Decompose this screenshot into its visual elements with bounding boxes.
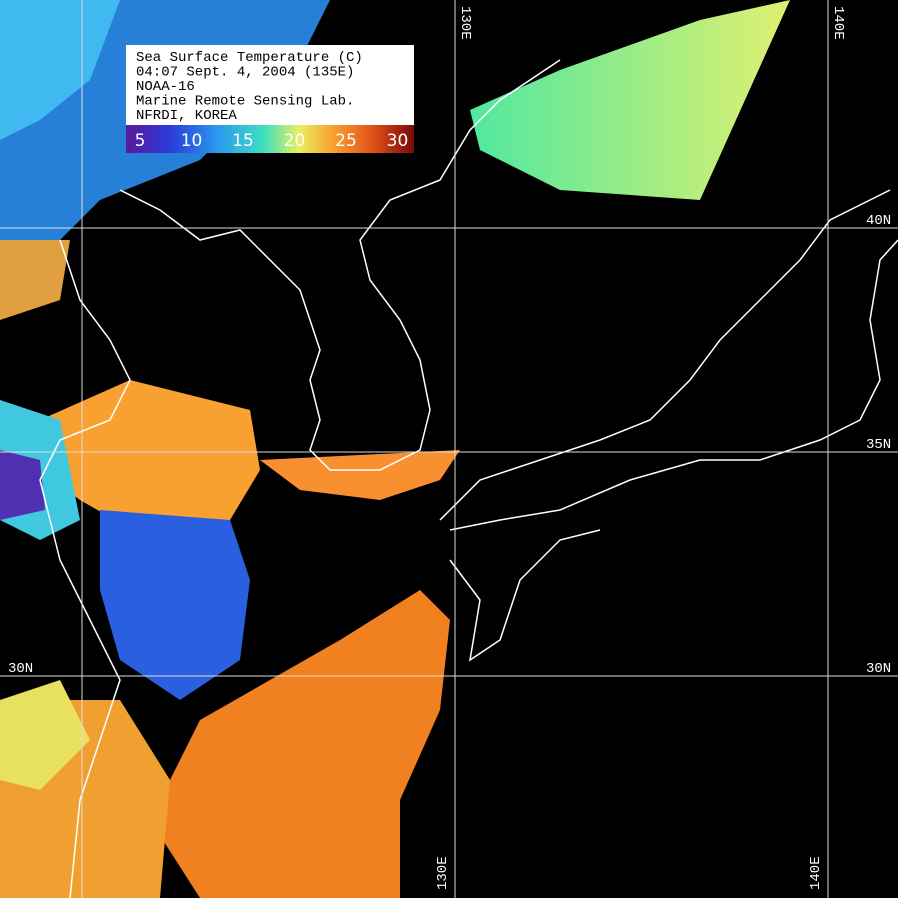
info-line: Marine Remote Sensing Lab. (136, 94, 354, 110)
grid-label: 140E (808, 856, 824, 890)
grid-label: 130E (435, 856, 451, 890)
grid-label: 140E (830, 6, 846, 40)
coastlines (39, 59, 898, 898)
info-line: NOAA-16 (136, 79, 195, 95)
info-box: Sea Surface Temperature (C)04:07 Sept. 4… (126, 45, 414, 153)
grid-label: 35N (866, 437, 891, 453)
scale-label: 10 (181, 131, 203, 151)
scale-label: 25 (335, 131, 357, 151)
grid-label: 30N (866, 661, 891, 677)
grid-label: 40N (866, 213, 891, 229)
scale-label: 5 (135, 131, 146, 151)
info-line: 04:07 Sept. 4, 2004 (135E) (136, 65, 354, 81)
info-line: NFRDI, KOREA (136, 108, 237, 124)
scale-label: 20 (284, 131, 306, 151)
info-line: Sea Surface Temperature (C) (136, 50, 363, 66)
scale-label: 15 (232, 131, 254, 151)
info-panel (126, 45, 414, 125)
grid-label: 30N (8, 661, 33, 677)
color-scale (126, 125, 414, 153)
scale-label: 30 (387, 131, 409, 151)
grid-label: 130E (457, 6, 473, 40)
